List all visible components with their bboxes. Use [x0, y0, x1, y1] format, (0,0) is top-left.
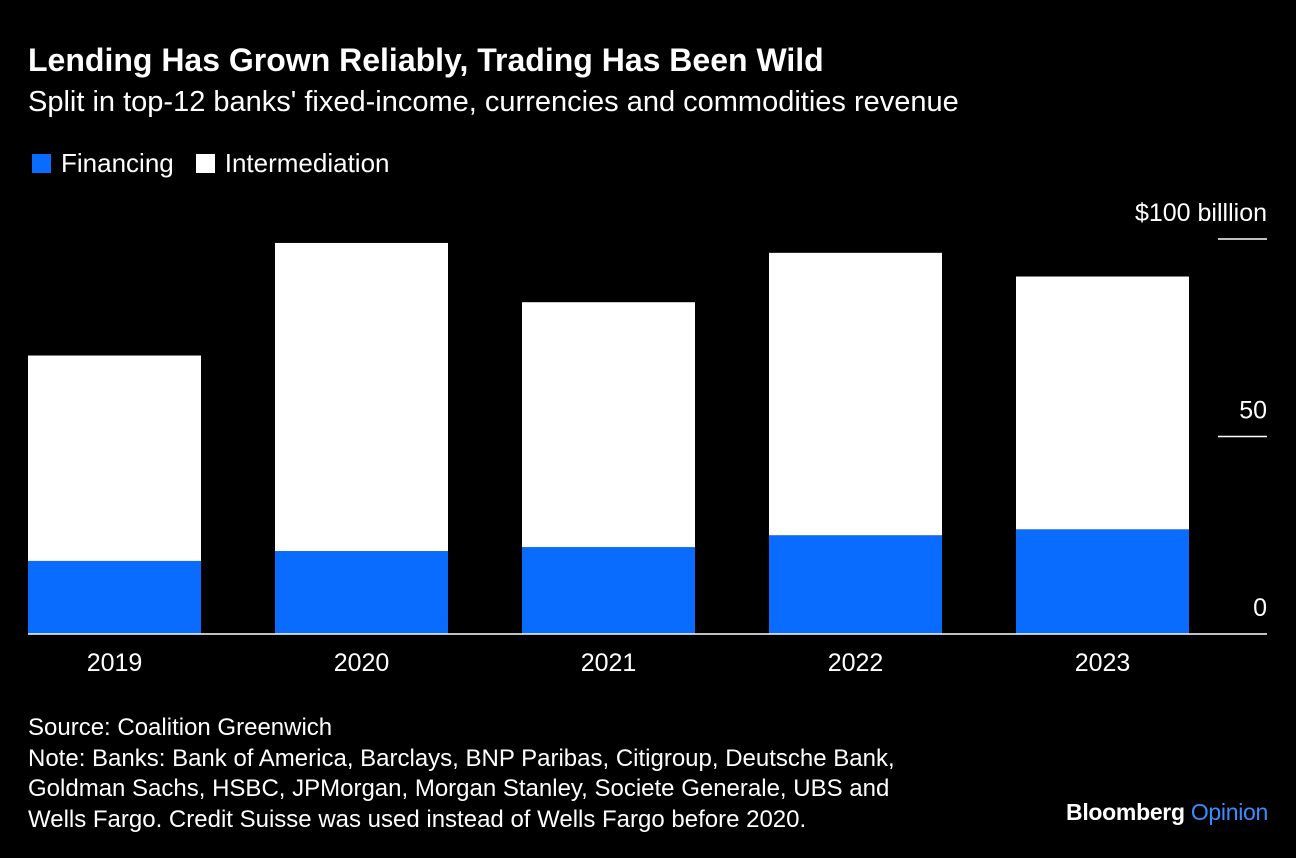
bar-intermediation-2020: [275, 242, 448, 552]
brand-logo: Bloomberg Opinion: [1066, 799, 1268, 826]
bar-financing-2019: [28, 560, 201, 634]
chart-title: Lending Has Grown Reliably, Trading Has …: [28, 42, 824, 78]
brand-section: Opinion: [1190, 799, 1268, 825]
bar-intermediation-2022: [769, 252, 942, 536]
legend: Financing Intermediation: [32, 148, 412, 179]
legend-item-financing: Financing: [32, 148, 174, 179]
bar-intermediation-2019: [28, 355, 201, 561]
note-line: Goldman Sachs, HSBC, JPMorgan, Morgan St…: [28, 775, 890, 802]
chart-subtitle: Split in top-12 banks' fixed-income, cur…: [28, 86, 959, 118]
footer: Source: Coalition Greenwich Note: Banks:…: [28, 713, 1028, 835]
y-tick-label: 0: [1253, 594, 1267, 622]
y-tick-label: 50: [1239, 397, 1267, 425]
x-tick-label: 2022: [828, 649, 884, 677]
bar-financing-2021: [522, 547, 695, 634]
note-line: Note: Banks: Bank of America, Barclays, …: [28, 744, 895, 772]
legend-swatch-intermediation: [195, 154, 215, 173]
y-tick-label: $100 billlion: [1135, 199, 1267, 227]
bar-intermediation-2023: [1016, 276, 1189, 530]
legend-swatch-financing: [32, 154, 51, 173]
bar-financing-2020: [275, 551, 448, 634]
legend-label-intermediation: Intermediation: [224, 148, 390, 178]
x-tick-label: 2020: [334, 649, 390, 677]
bar-financing-2022: [769, 535, 942, 634]
legend-item-intermediation: Intermediation: [195, 148, 390, 179]
legend-label-financing: Financing: [61, 148, 174, 178]
bar-intermediation-2021: [522, 302, 695, 548]
x-tick-label: 2023: [1075, 649, 1131, 677]
bar-financing-2023: [1016, 529, 1189, 634]
brand-name: Bloomberg: [1066, 799, 1185, 825]
x-tick-label: 2021: [581, 649, 637, 677]
source-text: Source: Coalition Greenwich: [28, 714, 333, 741]
note-line: Wells Fargo. Credit Suisse was used inst…: [28, 805, 807, 833]
x-tick-label: 2019: [87, 649, 143, 677]
